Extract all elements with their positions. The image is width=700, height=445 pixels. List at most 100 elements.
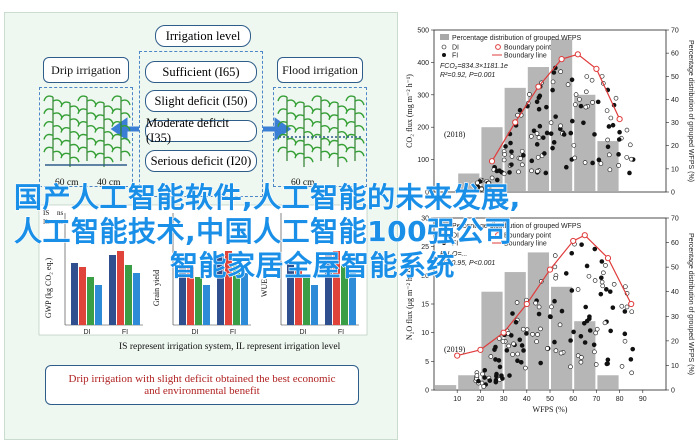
wfps-bar: [574, 321, 596, 390]
y-tick-label: 200: [417, 125, 429, 132]
watermark-line-2: 人工智能技术,中国人工智能100强公司: [13, 214, 513, 248]
legend-fi-swatch: [442, 53, 446, 57]
boundary-point: [593, 65, 600, 72]
boundary-point: [512, 119, 519, 126]
mini-bar: [95, 285, 102, 325]
x-axis-label: WFPS (%): [533, 405, 568, 414]
legend-di: DI: [452, 233, 459, 240]
boundary-point: [616, 116, 623, 123]
boundary-point: [488, 158, 496, 165]
legend-di-swatch: [441, 44, 447, 50]
y-axis-label: N₂O flux (μg m⁻² h⁻¹): [405, 268, 414, 341]
mini-bar: [109, 255, 116, 325]
drip-title: Drip irrigation: [43, 57, 129, 83]
y-tick-label: 15: [421, 302, 429, 309]
boundary-point: [523, 300, 530, 308]
y2-tick-label: 10: [671, 363, 679, 370]
mini-bar: [187, 267, 194, 325]
y-tick-label: 0: [425, 388, 429, 395]
mini-bar: [287, 263, 294, 325]
y2-axis-label: Percentage distribution of grouped WFPS …: [687, 40, 694, 182]
legend-boundary-point: Boundary point: [504, 233, 551, 240]
mini-bar: [341, 265, 348, 325]
legend-fi: FI: [452, 53, 458, 60]
boundary-point: [628, 300, 635, 308]
flood-plot-frame: [273, 87, 367, 187]
wfps-bar: [551, 39, 573, 192]
flood-title: Flood irrigation: [277, 57, 363, 83]
y-tick-label: 0: [425, 190, 429, 197]
mini-bar: [71, 263, 78, 325]
mini-bar: [233, 265, 240, 325]
legend-bp-swatch: [495, 44, 501, 50]
mini-bar: [79, 267, 86, 325]
wfps-bar: [597, 141, 619, 192]
mini-bar: [195, 277, 202, 325]
year-label: (2018): [444, 130, 466, 139]
y-tick-label: 25: [421, 244, 429, 251]
mini-bar: [87, 277, 94, 325]
y2-tick-label: 50: [671, 265, 679, 272]
y2-tick-label: 10: [671, 166, 679, 173]
boundary-point: [574, 51, 581, 58]
drip-plants-icon: [43, 95, 131, 167]
mini-bar: [179, 263, 186, 325]
level-serious: Serious deficit (I20): [145, 150, 257, 172]
y2-tick-label: 40: [671, 289, 679, 296]
y-tick-label: 400: [417, 60, 429, 67]
boundary-point: [477, 346, 484, 353]
y2-tick-label: 0: [671, 190, 675, 197]
conclusion-box: Drip irrigation with slight deficit obta…: [45, 365, 359, 405]
legend-bar: Percentage distribution of grouped WFPS: [452, 223, 582, 230]
legend-bar: Percentage distribution of grouped WFPS: [452, 35, 582, 42]
r2-text: R²=0.95, P<0.001: [440, 260, 495, 267]
y2-tick-label: 60: [671, 240, 679, 247]
flood-plants-icon: [277, 95, 365, 167]
x-tick-label: 30: [500, 396, 508, 403]
watermark-line-1: 国产人工智能软件,人工智能的未来发展,: [13, 180, 521, 214]
mini-x-label: FI: [122, 329, 128, 336]
mini-bar: [325, 255, 332, 325]
wfps-bar: [458, 375, 480, 390]
y2-tick-label: 70: [671, 28, 679, 35]
y-tick-label: 500: [417, 28, 429, 35]
y2-axis-label: Percentage distribution of grouped WFPS …: [687, 233, 694, 375]
center-title: Irrigation level: [155, 25, 251, 47]
boundary-point: [546, 266, 554, 273]
x-tick-label: 70: [593, 396, 601, 403]
mini-bar: [133, 273, 140, 325]
y2-tick-label: 70: [671, 216, 679, 223]
irrigation-diagram-panel: Irrigation level Sufficient (I65) Slight…: [4, 12, 398, 440]
legend-bar-swatch: [440, 222, 449, 228]
x-tick-label: 10: [453, 396, 461, 403]
mini-x-label: DI: [300, 329, 307, 336]
equation-text: FCO₂=834.3×1181.1e: [440, 63, 508, 70]
boundary-point: [604, 255, 612, 262]
n2o-flux-chart: 0 5 10 15 20 25 30 0 10 20 30 40 50 60 70 10 20 30 40 50 60 7…: [405, 216, 694, 415]
conclusion-line-1: Drip irrigation with slight deficit obta…: [68, 373, 336, 385]
note-text: IS represent irrigation system, IL repre…: [119, 342, 341, 352]
mini-bar: [303, 277, 310, 325]
equation-text: FN₂O=...: [440, 251, 467, 258]
legend-fi-swatch: [442, 241, 446, 245]
boundary-point: [454, 352, 461, 359]
mini-sig-1: IS: [43, 209, 50, 217]
mini-bar: [333, 251, 340, 325]
wfps-bar: [574, 94, 596, 192]
boundary-point: [581, 232, 588, 239]
plot-frame: [433, 29, 667, 193]
legend-boundary-line: Boundary line: [504, 53, 547, 60]
x-tick-label: 80: [616, 396, 624, 403]
drip-scale-label: 60 cm: [55, 178, 79, 188]
wfps-bar: [551, 286, 573, 390]
mini-sig-3: IL: [43, 218, 50, 226]
mini-bar: [311, 285, 318, 325]
legend-boundary-line: Boundary line: [504, 241, 547, 248]
y-axis-label: CO₂ flux (mg m⁻² h⁻¹): [405, 74, 414, 148]
r2-text: R²=0.92, P=0.001: [440, 72, 495, 79]
flood-scale-label: 60 cm: [291, 178, 315, 188]
x-tick-label: 60: [569, 396, 577, 403]
mini-x-label: FI: [338, 329, 344, 336]
y2-tick-label: 20: [671, 338, 679, 345]
mini-bar: [241, 273, 248, 325]
